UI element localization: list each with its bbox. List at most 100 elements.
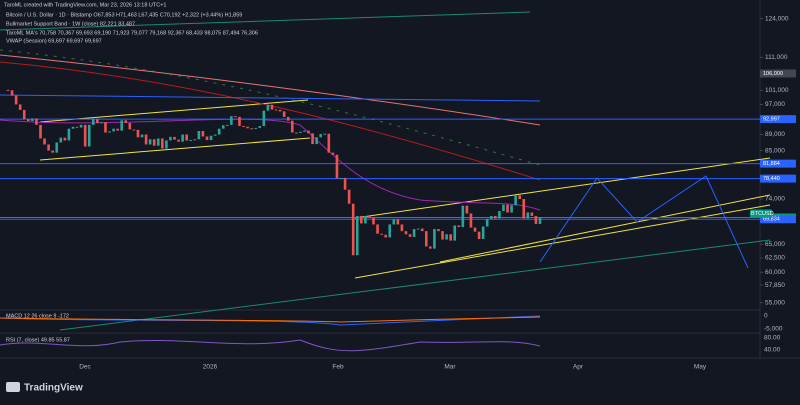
candle-body: [274, 109, 278, 111]
candle-body: [498, 211, 501, 219]
candle-body: [420, 228, 424, 232]
price-tag: [760, 69, 796, 78]
candle-body: [67, 128, 71, 141]
price-tag-label: 69,834: [763, 217, 780, 223]
candle-body: [343, 177, 347, 190]
candle-body: [404, 231, 408, 235]
candle-body: [380, 233, 383, 235]
candle-body: [465, 205, 469, 214]
candle-body: [315, 137, 318, 145]
candle-body: [514, 195, 517, 206]
rsi-tick: 40.00: [764, 347, 781, 354]
moving-average: [0, 54, 541, 126]
candle-body: [416, 228, 420, 230]
trendline: [0, 11, 531, 31]
candle-body: [144, 134, 148, 145]
candle-body: [189, 140, 193, 142]
candle-body: [152, 139, 156, 146]
candle-body: [221, 125, 225, 129]
candle-body: [335, 154, 339, 179]
y-tick-label: 60,000: [765, 269, 785, 276]
candle-body: [148, 139, 152, 145]
candle-body: [299, 131, 302, 133]
candle-body: [530, 212, 534, 216]
rsi-label: RSI (7, close) 49.85 55.87: [6, 337, 70, 343]
candle-body: [388, 224, 392, 238]
candle-body: [461, 205, 465, 228]
trendline: [59, 239, 771, 331]
candle-body: [303, 130, 306, 132]
candle-body: [412, 229, 416, 237]
candle-body: [128, 122, 132, 130]
candle-body: [347, 189, 351, 204]
y-tick-label: 57,850: [765, 282, 785, 289]
candle-body: [59, 137, 63, 143]
y-tick-label: 89,000: [765, 131, 785, 138]
candle-body: [55, 142, 59, 153]
header-line: VWAP (Session) 69,697 69,697 69,697: [6, 38, 102, 44]
candle-body: [469, 213, 473, 228]
candle-body: [376, 224, 379, 234]
candle-body: [295, 132, 298, 134]
header-line: Bitcoin / U.S. Dollar · 1D · Bitstamp O6…: [6, 12, 242, 18]
candle-body: [534, 215, 538, 224]
candle-body: [112, 128, 115, 132]
candle-body: [282, 111, 286, 117]
y-tick-label: 74,000: [765, 196, 785, 203]
candle-body: [209, 135, 213, 141]
y-tick-label: 111,000: [765, 54, 788, 61]
candle-body: [83, 124, 87, 147]
brand-name: TradingView: [24, 383, 83, 394]
candle-body: [71, 126, 75, 129]
macd-tick: -5,000: [764, 326, 783, 333]
rsi-line: [0, 339, 541, 352]
candle-body: [384, 234, 387, 238]
y-tick-label: 65,000: [765, 241, 785, 248]
candle-body: [63, 137, 67, 141]
candle-body: [258, 125, 262, 128]
candle-body: [481, 226, 485, 239]
candle-body: [161, 138, 164, 149]
time-label: Mar: [444, 364, 456, 371]
candle-body: [234, 116, 237, 118]
candle-body: [120, 120, 124, 131]
candle-body: [79, 124, 83, 128]
author-line: TaroML created with TradingView.com, Mar…: [4, 2, 167, 8]
price-tag-label: 106,000: [763, 71, 783, 77]
candle-body: [225, 124, 229, 126]
macd-label: MACD 12 26 close 9 -172: [6, 313, 69, 319]
candle-body: [181, 134, 184, 142]
price-tag-label: 78,440: [763, 176, 780, 182]
candle-body: [522, 199, 526, 219]
candle-body: [201, 131, 205, 137]
candle-body: [355, 215, 359, 256]
price-tag: [760, 159, 796, 168]
candle-body: [246, 126, 249, 129]
candle-body: [266, 104, 270, 111]
candle-body: [116, 128, 119, 131]
price-tag: [760, 174, 796, 183]
candle-body: [323, 133, 327, 135]
candle-body: [140, 134, 144, 138]
candle-body: [165, 140, 168, 149]
candle-body: [132, 129, 136, 131]
candle-body: [177, 139, 180, 142]
time-label: Apr: [573, 364, 584, 371]
symbol-tag-label: BTCUSD: [751, 211, 774, 217]
time-label: May: [694, 364, 707, 371]
candle-body: [270, 104, 274, 110]
candle-body: [473, 227, 477, 232]
time-label: Feb: [332, 364, 344, 371]
price-tag-label: 81,884: [763, 161, 780, 167]
candle-body: [51, 150, 54, 153]
candle-body: [22, 109, 26, 120]
candle-body: [506, 204, 509, 213]
candle-body: [75, 126, 79, 128]
candle-body: [477, 231, 481, 239]
y-tick-label: 101,000: [765, 87, 789, 94]
candle-body: [290, 120, 294, 133]
candle-body: [31, 118, 34, 122]
candle-body: [87, 124, 91, 147]
candle-body: [339, 177, 343, 179]
candle-body: [408, 234, 412, 237]
